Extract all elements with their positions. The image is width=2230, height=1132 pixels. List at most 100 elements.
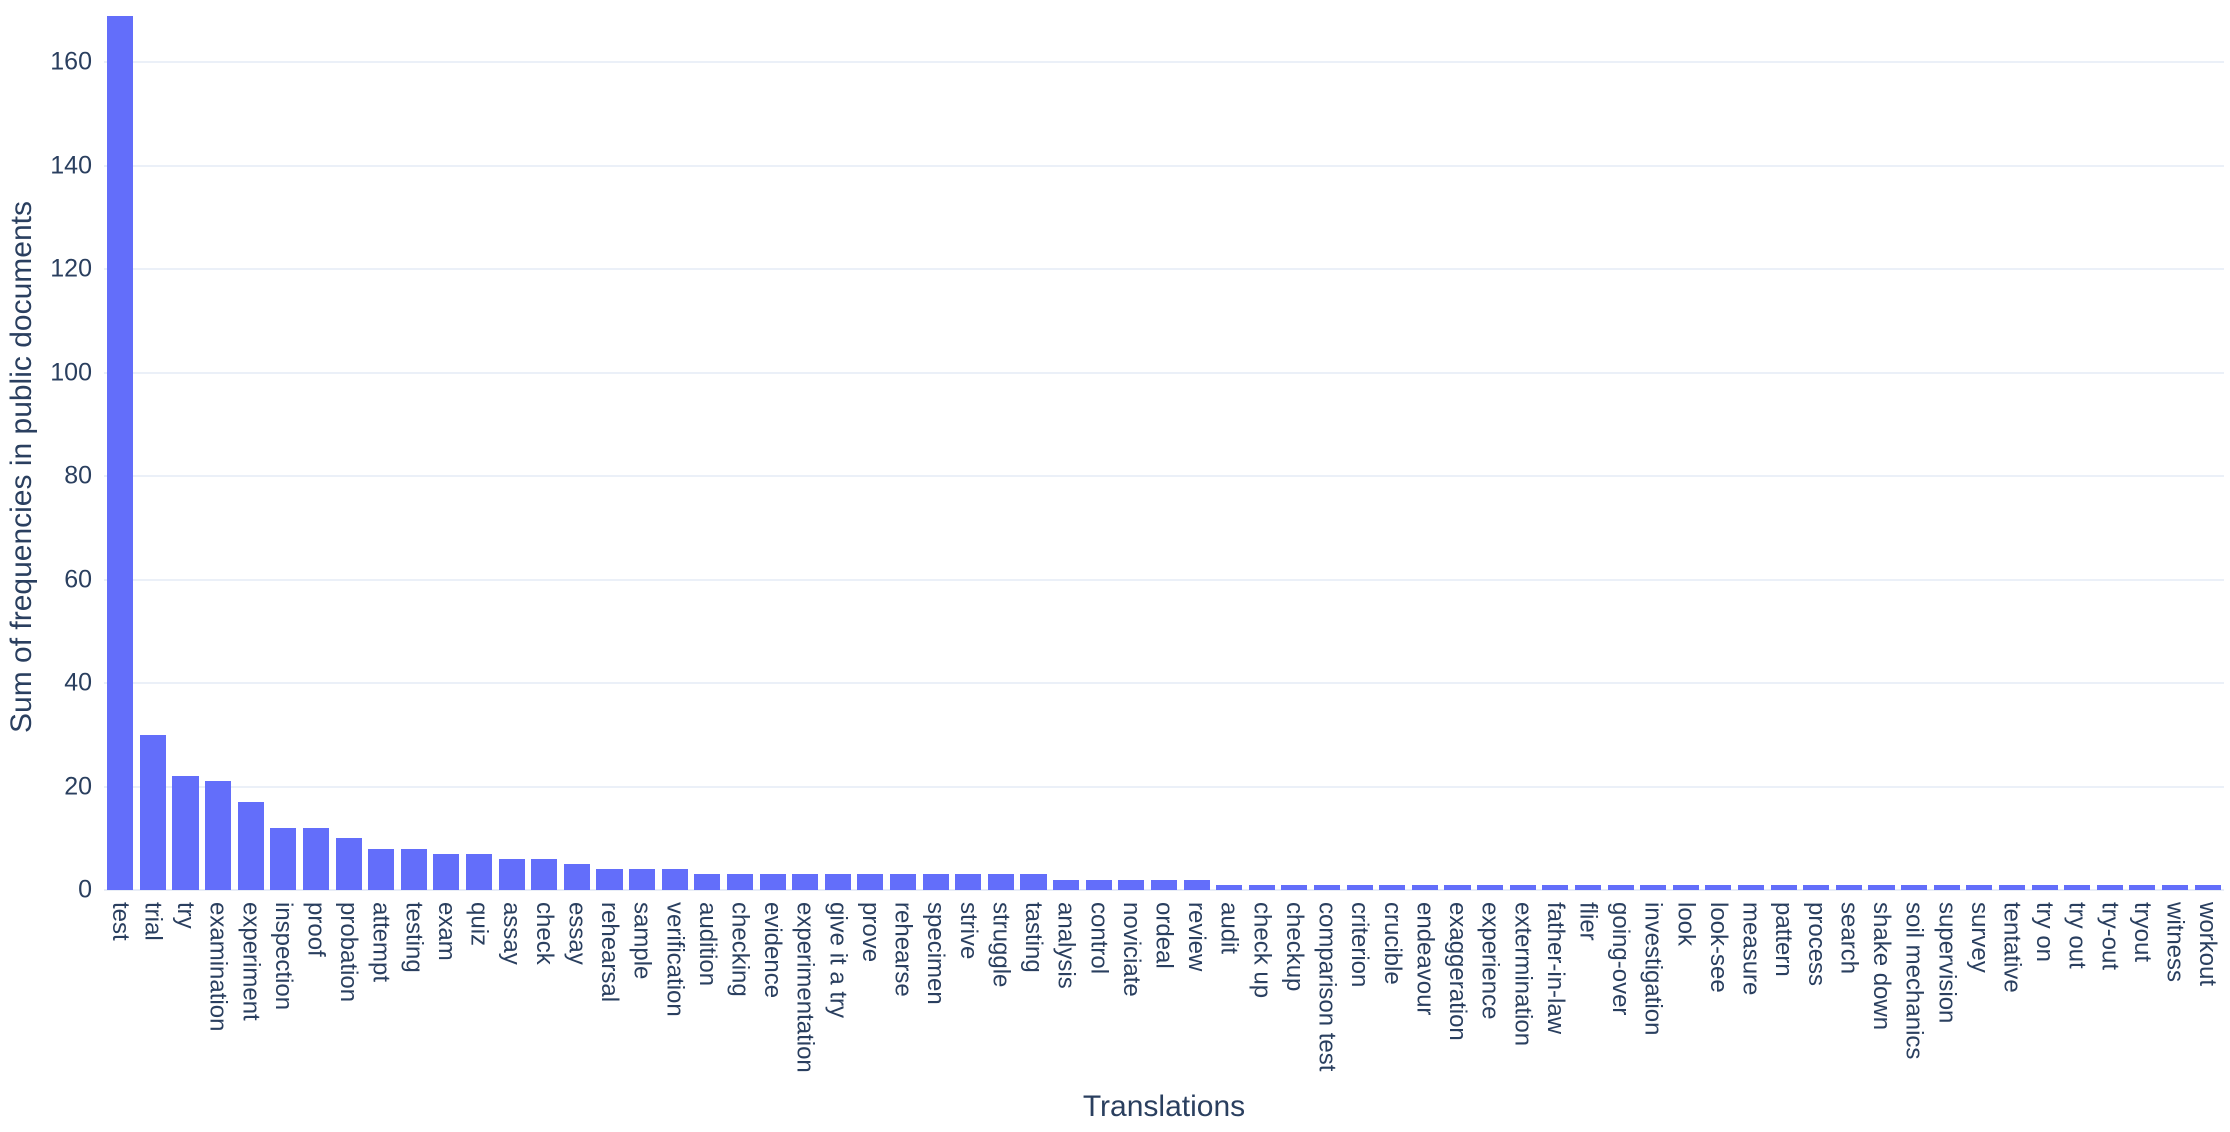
bar[interactable] <box>792 874 819 890</box>
bar[interactable] <box>922 874 949 890</box>
bar[interactable] <box>2162 884 2189 890</box>
bar[interactable] <box>1020 874 1047 890</box>
bar[interactable] <box>466 853 493 890</box>
bar[interactable] <box>1868 884 1895 890</box>
bar[interactable] <box>531 858 558 890</box>
bar[interactable] <box>1216 884 1243 890</box>
bar[interactable] <box>498 858 525 890</box>
bar[interactable] <box>335 838 362 890</box>
bar[interactable] <box>1803 884 1830 890</box>
x-tick-label: supervision <box>1933 902 1961 1024</box>
x-tick-label: pattern <box>1770 902 1798 977</box>
bar[interactable] <box>1183 879 1210 890</box>
x-tick-label: experimentation <box>791 902 819 1073</box>
x-tick-label: evidence <box>759 902 787 999</box>
bar[interactable] <box>1085 879 1112 890</box>
bar[interactable] <box>1379 884 1406 890</box>
bar[interactable] <box>1574 884 1602 890</box>
bar[interactable] <box>139 734 166 890</box>
bar[interactable] <box>1640 884 1667 890</box>
x-tick-label: checking <box>726 902 754 997</box>
bar[interactable] <box>400 848 427 890</box>
x-tick-label: assay <box>498 902 526 965</box>
x-tick-label: experiment <box>237 902 265 1021</box>
x-tick-label: test <box>106 902 134 941</box>
x-tick-label: measure <box>1737 902 1765 996</box>
bar[interactable] <box>1738 884 1765 890</box>
bar[interactable] <box>1901 884 1928 890</box>
bar[interactable] <box>2129 884 2156 890</box>
x-tick-label: tryout <box>2128 902 2156 963</box>
x-tick-label: checkup <box>1280 902 1308 992</box>
x-tick-label: going-over <box>1607 902 1635 1016</box>
bar[interactable] <box>661 869 688 890</box>
bar[interactable] <box>1998 884 2026 890</box>
bar[interactable] <box>107 15 134 890</box>
x-tick-label: experience <box>1476 902 1504 1020</box>
x-tick-label: exam <box>432 902 460 961</box>
bar[interactable] <box>629 869 656 890</box>
bar[interactable] <box>1314 884 1341 890</box>
bar[interactable] <box>302 827 330 890</box>
bar[interactable] <box>1411 884 1438 890</box>
bar[interactable] <box>890 874 917 890</box>
x-tick-label: review <box>1183 902 1211 972</box>
bar[interactable] <box>1835 884 1862 890</box>
bar[interactable] <box>1770 884 1797 890</box>
bar[interactable] <box>955 874 982 890</box>
x-tick-label: rehearsal <box>596 902 624 1003</box>
bar[interactable] <box>205 781 232 890</box>
y-tick-label: 100 <box>50 358 92 387</box>
bar[interactable] <box>2031 884 2058 890</box>
bar[interactable] <box>1444 884 1471 890</box>
y-tick-label: 0 <box>78 875 92 904</box>
x-tick-label: verification <box>661 902 689 1017</box>
x-tick-label: workout <box>2194 902 2222 987</box>
bar[interactable] <box>987 874 1014 890</box>
x-tick-label: shake down <box>1868 902 1896 1031</box>
x-tick-label: testing <box>400 902 428 973</box>
bar[interactable] <box>857 874 884 890</box>
x-tick-label: control <box>1085 902 1113 975</box>
x-tick-label: extermination <box>1509 902 1537 1047</box>
bar[interactable] <box>1509 884 1536 890</box>
bar[interactable] <box>1248 884 1275 890</box>
bar[interactable] <box>1705 884 1732 890</box>
bar[interactable] <box>2064 884 2091 890</box>
bar[interactable] <box>1281 884 1308 890</box>
x-tick-label: ordeal <box>1150 902 1178 969</box>
x-tick-label: strive <box>954 902 982 960</box>
bar[interactable] <box>433 853 460 890</box>
x-tick-label: inspection <box>269 902 297 1011</box>
x-tick-label: exaggeration <box>1444 902 1472 1041</box>
bar[interactable] <box>237 802 264 890</box>
bar[interactable] <box>1477 884 1504 890</box>
bar[interactable] <box>1346 884 1373 890</box>
bar[interactable] <box>1933 884 1960 890</box>
x-tick-label: prove <box>856 902 884 963</box>
bar[interactable] <box>726 874 754 890</box>
bar[interactable] <box>759 874 786 890</box>
bar[interactable] <box>172 776 199 890</box>
bar[interactable] <box>596 869 623 890</box>
bar[interactable] <box>2096 884 2123 890</box>
bar[interactable] <box>1966 884 1993 890</box>
bar[interactable] <box>270 827 297 890</box>
x-tick-label: trial <box>139 902 167 941</box>
x-tick-label: process <box>1802 902 1830 987</box>
bar[interactable] <box>694 874 721 890</box>
y-tick-label: 60 <box>64 565 92 594</box>
bar[interactable] <box>1053 879 1080 890</box>
bar[interactable] <box>824 874 851 890</box>
bar[interactable] <box>1672 884 1699 890</box>
bar[interactable] <box>563 864 590 890</box>
x-tick-label: sample <box>628 902 656 980</box>
bar[interactable] <box>1607 884 1634 890</box>
bar[interactable] <box>368 848 395 890</box>
bar[interactable] <box>2194 884 2221 890</box>
x-tick-label: survey <box>1965 902 1993 973</box>
bar[interactable] <box>1542 884 1569 890</box>
bar[interactable] <box>1118 879 1145 890</box>
bar[interactable] <box>1150 879 1178 890</box>
